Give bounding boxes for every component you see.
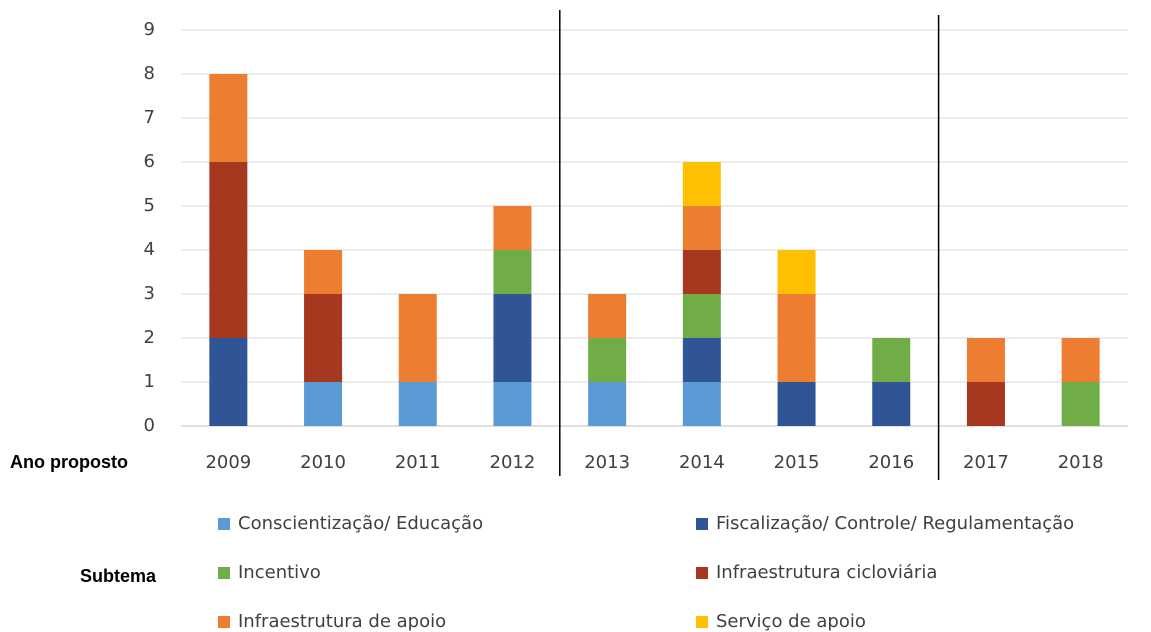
bar-segment: [493, 294, 532, 382]
bar-segment: [493, 206, 532, 250]
bar-segment: [777, 382, 816, 426]
y-tick-label: 6: [144, 151, 155, 172]
legend-swatch: [218, 616, 230, 628]
y-tick-label: 7: [144, 107, 155, 128]
bar-segment: [682, 206, 721, 250]
bar-segment: [209, 162, 248, 338]
legend-swatch: [218, 518, 230, 530]
x-tick-label: 2010: [300, 452, 346, 473]
x-tick-label: 2009: [205, 452, 251, 473]
bar-segment: [1061, 338, 1100, 382]
y-tick-label: 4: [144, 239, 155, 260]
legend-swatch: [696, 567, 708, 579]
bar-segment: [966, 382, 1005, 426]
bar-segment: [398, 382, 437, 426]
bar-segment: [682, 162, 721, 206]
legend-label: Conscientização/ Educação: [238, 513, 483, 534]
y-tick-label: 2: [144, 327, 155, 348]
bar-segment: [493, 250, 532, 294]
legend-label: Incentivo: [238, 562, 321, 583]
x-axis-label: Ano proposto: [10, 452, 128, 472]
bar-segment: [682, 382, 721, 426]
bar-segment: [682, 338, 721, 382]
x-tick-label: 2016: [868, 452, 914, 473]
bar-segment: [777, 294, 816, 382]
y-tick-label: 0: [144, 415, 155, 436]
legend-title: Subtema: [80, 566, 157, 586]
x-tick-label: 2017: [963, 452, 1009, 473]
bar-segment: [1061, 382, 1100, 426]
bar-segment: [682, 294, 721, 338]
y-tick-label: 9: [144, 19, 155, 40]
bar-segment: [304, 382, 343, 426]
bar-segment: [682, 250, 721, 294]
legend-label: Infraestrutura de apoio: [238, 611, 446, 632]
y-tick-label: 1: [144, 371, 155, 392]
x-tick-label: 2011: [395, 452, 441, 473]
x-tick-label: 2014: [679, 452, 725, 473]
x-tick-label: 2012: [490, 452, 536, 473]
legend-label: Serviço de apoio: [716, 611, 866, 632]
bar-segment: [398, 294, 437, 382]
bar-segment: [493, 382, 532, 426]
legend-swatch: [696, 518, 708, 530]
legend-label: Fiscalização/ Controle/ Regulamentação: [716, 513, 1074, 534]
y-tick-label: 5: [144, 195, 155, 216]
bar-segment: [872, 338, 911, 382]
bar-segment: [872, 382, 911, 426]
bar-segment: [588, 338, 627, 382]
x-tick-label: 2015: [774, 452, 820, 473]
bar-segment: [588, 382, 627, 426]
bar-segment: [209, 74, 248, 162]
bar-segment: [777, 250, 816, 294]
y-tick-label: 8: [144, 63, 155, 84]
x-tick-label: 2013: [584, 452, 630, 473]
bar-segment: [304, 294, 343, 382]
y-tick-label: 3: [144, 283, 155, 304]
legend-swatch: [218, 567, 230, 579]
bar-segment: [304, 250, 343, 294]
bar-segment: [209, 338, 248, 426]
x-tick-label: 2018: [1058, 452, 1104, 473]
legend-label: Infraestrutura cicloviária: [716, 562, 937, 583]
bar-segment: [588, 294, 627, 338]
bar-segment: [966, 338, 1005, 382]
legend-swatch: [696, 616, 708, 628]
